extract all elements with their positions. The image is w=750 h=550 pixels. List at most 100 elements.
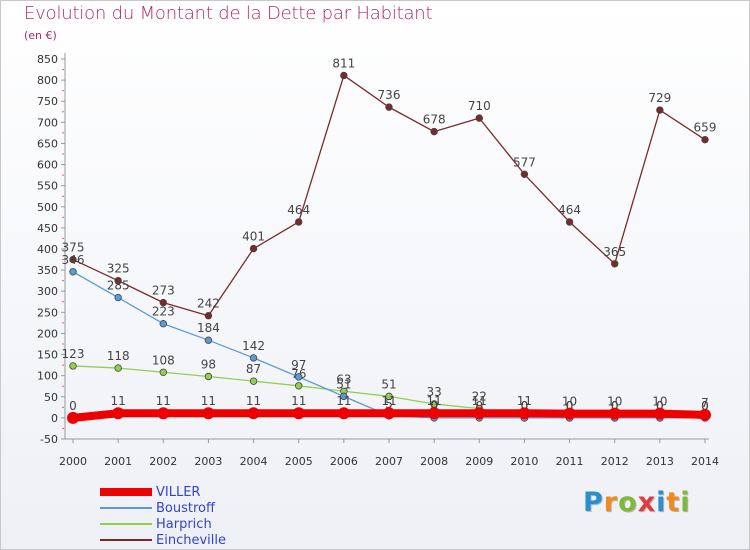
data-label: 97 — [291, 358, 306, 372]
data-label: 11 — [111, 394, 126, 408]
data-label: 108 — [152, 353, 175, 367]
data-label: 811 — [332, 56, 355, 70]
data-label: 0 — [521, 399, 529, 413]
data-label: 659 — [694, 121, 717, 135]
legend-item-harprich[interactable]: Harprich — [100, 516, 226, 532]
brand-letter: i — [656, 487, 667, 518]
x-tick-label: 2014 — [691, 455, 719, 468]
legend-label-eincheville: Eincheville — [156, 532, 226, 548]
data-point — [204, 372, 213, 381]
y-tick-label: 350 — [37, 264, 58, 277]
series-line-eincheville — [72, 74, 706, 317]
data-label: 729 — [648, 91, 671, 105]
data-label: 11 — [517, 394, 532, 408]
data-label: 10 — [562, 395, 577, 409]
data-label: 285 — [107, 279, 130, 293]
data-label: 7 — [701, 396, 709, 410]
data-label: 11 — [156, 394, 171, 408]
data-point — [520, 170, 529, 178]
y-tick-label: 0 — [51, 412, 58, 425]
data-point — [114, 364, 122, 372]
data-point — [428, 407, 441, 420]
data-point — [114, 293, 122, 302]
data-point — [611, 260, 619, 268]
data-point — [159, 368, 167, 376]
brand-letter: o — [618, 487, 638, 518]
brand-letter: P — [583, 487, 604, 518]
data-point — [430, 127, 438, 136]
data-point — [385, 103, 393, 111]
data-label: 22 — [472, 390, 487, 404]
y-tick-label: 50 — [44, 391, 58, 404]
data-label: 736 — [378, 88, 401, 102]
brand-letter: x — [637, 487, 657, 518]
data-point — [565, 218, 574, 226]
data-label: 325 — [107, 262, 130, 276]
data-label: 98 — [201, 358, 216, 372]
legend-swatch-eincheville — [100, 539, 152, 541]
data-label: 678 — [423, 113, 446, 127]
data-point — [69, 362, 77, 370]
x-tick-label: 2008 — [420, 455, 448, 468]
legend: VILLER Boustroff Harprich Eincheville — [100, 484, 226, 548]
brand-letter: t — [666, 487, 681, 518]
y-tick-label: 150 — [37, 349, 58, 362]
data-label: 0 — [566, 399, 574, 413]
data-label: 63 — [336, 372, 351, 386]
x-tick-label: 2000 — [59, 455, 87, 468]
x-tick-label: 2009 — [465, 455, 493, 468]
legend-item-eincheville[interactable]: Eincheville — [100, 532, 226, 548]
y-tick-label: 800 — [37, 74, 58, 87]
data-label: 11 — [336, 394, 351, 408]
brand-letter: i — [680, 487, 691, 518]
legend-item-boustroff[interactable]: Boustroff — [100, 500, 226, 516]
data-point — [699, 408, 711, 421]
data-point — [202, 407, 215, 420]
data-label: 365 — [603, 245, 626, 259]
data-point — [204, 336, 213, 344]
brand-letter: r — [603, 487, 619, 518]
data-point — [563, 407, 576, 420]
data-label: 464 — [558, 203, 581, 217]
data-label: 10 — [607, 395, 622, 409]
y-tick-label: 500 — [37, 201, 58, 214]
data-label: 11 — [427, 394, 442, 408]
y-tick-label: 400 — [37, 243, 58, 256]
data-label: 0 — [656, 399, 664, 413]
proxiti-logo[interactable]: Proxiti — [583, 487, 691, 518]
legend-item-viller[interactable]: VILLER — [100, 484, 226, 500]
legend-swatch-harprich — [100, 523, 152, 525]
y-tick-label: 600 — [37, 159, 58, 172]
data-label: 11 — [381, 394, 396, 408]
data-point — [475, 114, 483, 122]
data-label: 51 — [381, 377, 396, 391]
data-label: 401 — [242, 230, 265, 244]
y-tick-label: 850 — [37, 53, 58, 66]
data-label: 11 — [291, 394, 306, 408]
y-tick-label: 300 — [37, 285, 58, 298]
legend-swatch-viller — [100, 488, 152, 496]
data-label: 0 — [566, 399, 574, 413]
x-tick-label: 2003 — [194, 455, 222, 468]
data-point — [385, 392, 393, 401]
data-label: 11 — [246, 394, 261, 408]
y-tick-label: 450 — [37, 222, 58, 235]
data-point — [249, 354, 258, 362]
data-label: 184 — [197, 321, 220, 335]
y-tick-label: -50 — [40, 433, 58, 446]
data-point — [473, 407, 486, 420]
data-label: 346 — [62, 253, 85, 267]
data-point — [247, 407, 260, 420]
legend-label-viller: VILLER — [156, 484, 201, 500]
data-label: 242 — [197, 297, 220, 311]
y-tick-label: 650 — [37, 137, 58, 150]
x-tick-label: 2005 — [285, 455, 313, 468]
data-point — [114, 276, 122, 285]
data-label: 0 — [475, 399, 483, 413]
x-tick-label: 2007 — [375, 455, 403, 468]
data-point — [340, 71, 348, 80]
data-point — [159, 298, 167, 307]
data-point — [608, 407, 621, 420]
